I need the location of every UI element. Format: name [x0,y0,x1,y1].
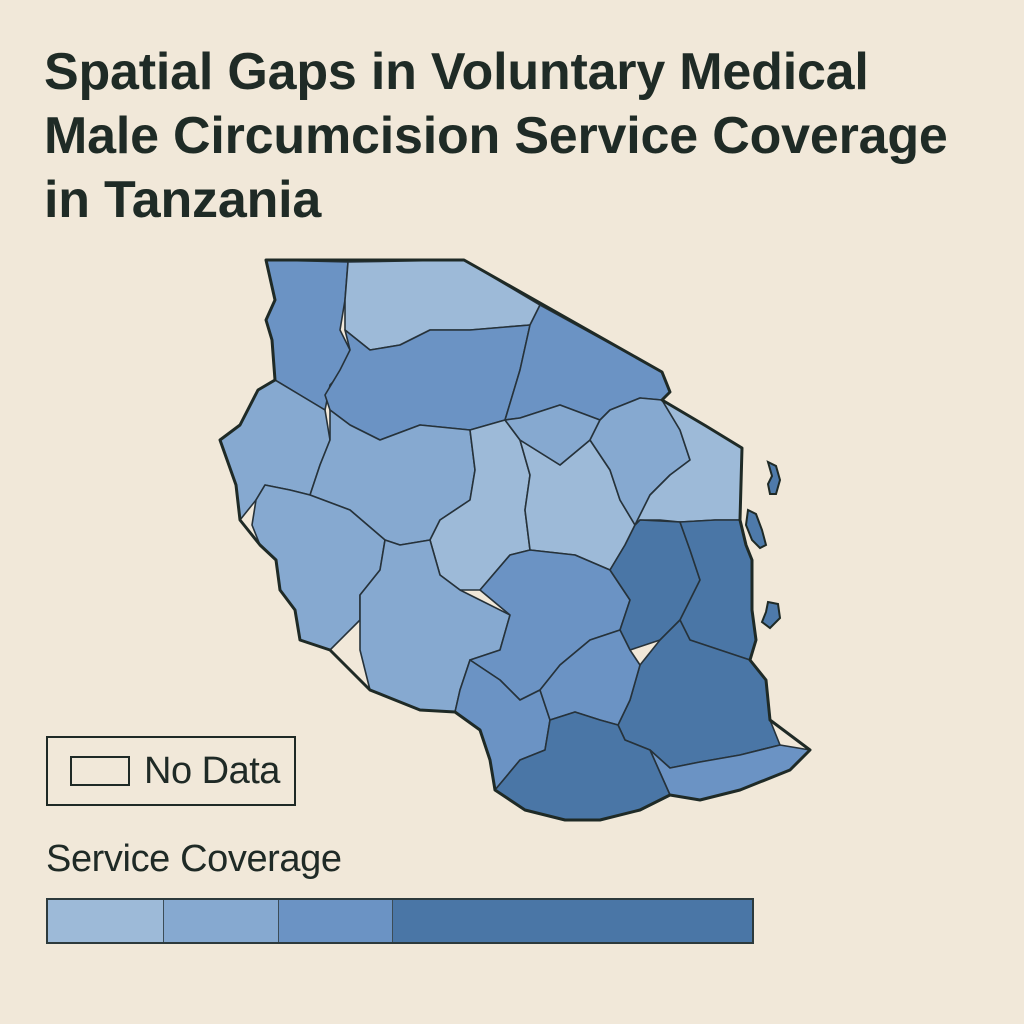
country-outline [218,258,812,822]
legend-bin-3 [279,900,393,942]
legend-title: Service Coverage [46,838,342,880]
zanzibar-islands [744,460,782,630]
map-title: Spatial Gaps in Voluntary Medical Male C… [44,43,948,229]
legend-bin-1 [48,900,164,942]
island-pemba [766,460,782,495]
legend-bin-4 [393,900,752,942]
no-data-label: No Data [144,749,280,792]
service-coverage-legend-bar [46,898,754,944]
island-unguja [744,508,768,550]
no-data-legend: No Data [46,736,296,806]
no-data-swatch [70,756,130,786]
legend-bin-2 [164,900,279,942]
island-mafia [760,600,782,630]
